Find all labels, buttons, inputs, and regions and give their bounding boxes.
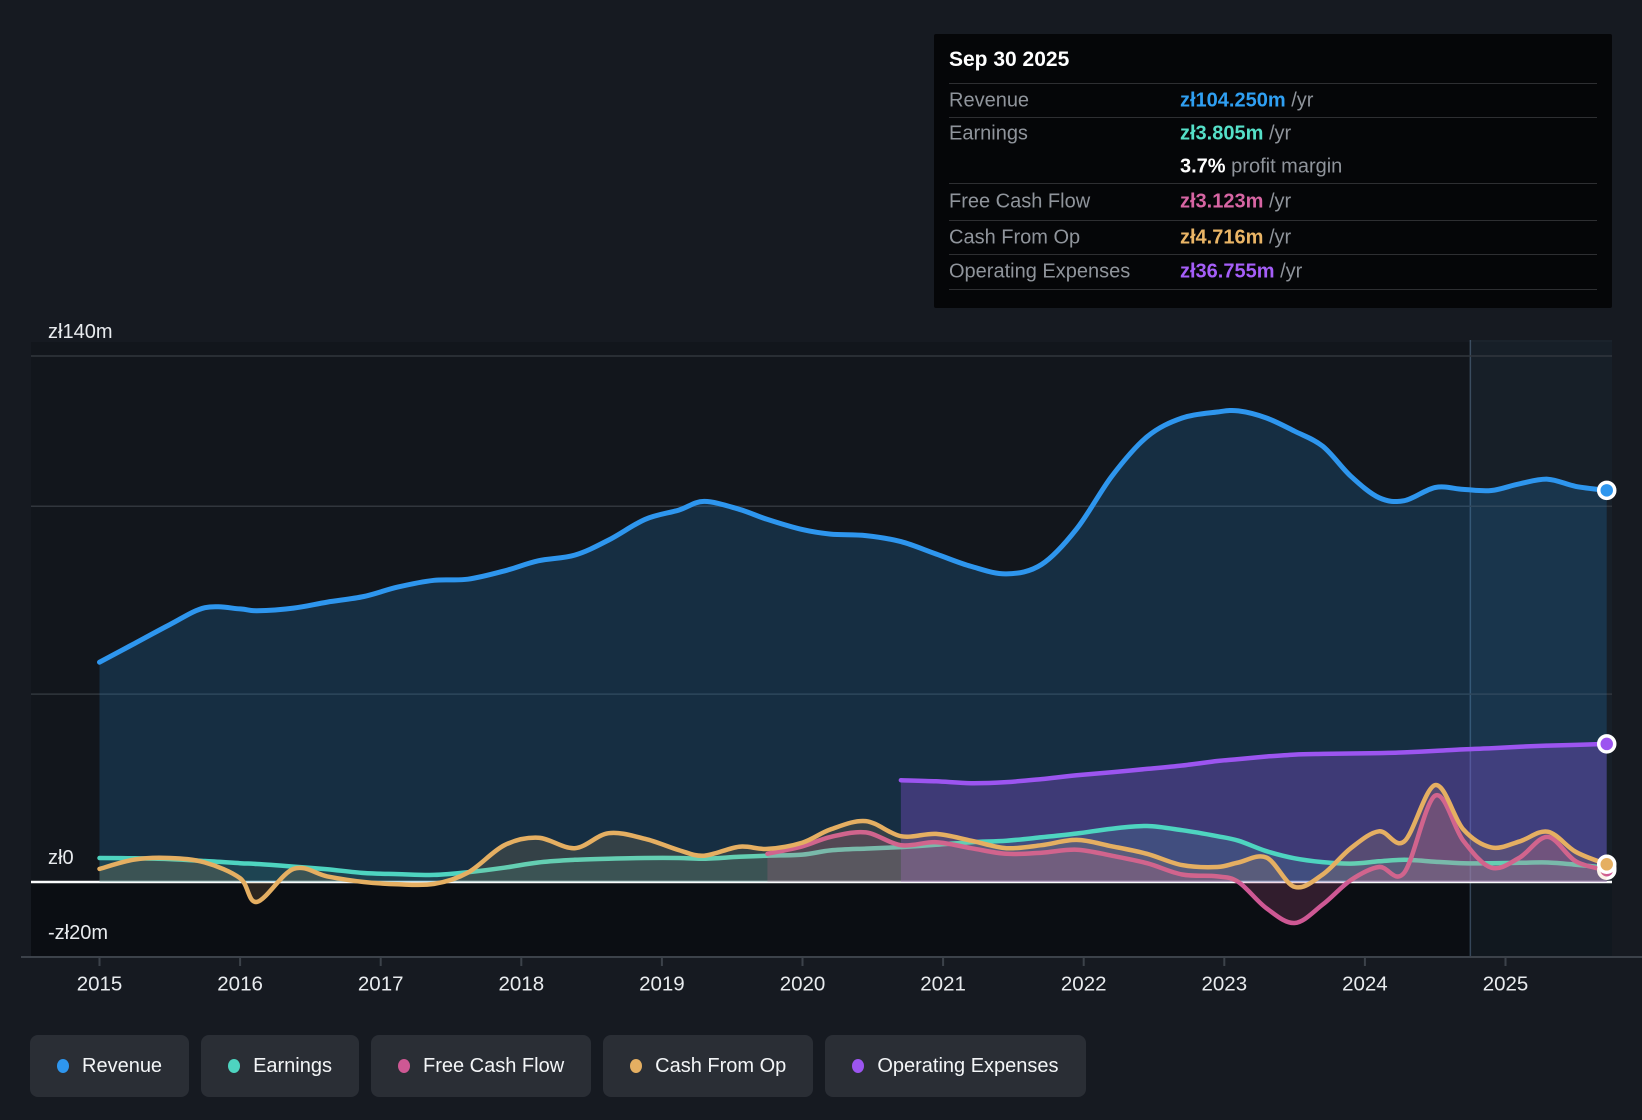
- tooltip-date: Sep 30 2025: [949, 48, 1070, 71]
- chart-legend: Revenue Earnings Free Cash Flow Cash From O…: [30, 1035, 1086, 1097]
- legend-dot-icon: [630, 1059, 643, 1073]
- legend-item-operating-expenses[interactable]: Operating Expenses: [825, 1035, 1086, 1097]
- legend-label: Revenue: [82, 1054, 163, 1077]
- area-free-cash-flow: [767, 795, 1607, 924]
- x-axis-label: 2016: [217, 972, 263, 995]
- x-axis-label: 2021: [920, 972, 966, 995]
- legend-dot-icon: [398, 1059, 410, 1073]
- line-operating-expenses: [898, 741, 1609, 786]
- line-cash-from-op: [97, 782, 1609, 905]
- x-axis-label: 2018: [498, 972, 544, 995]
- end-marker-revenue: [1596, 480, 1617, 501]
- tooltip-value: zł104.250m /yr: [1180, 89, 1314, 111]
- tooltip-label: Operating Expenses: [949, 260, 1131, 283]
- tooltip-value: zł36.755m /yr: [1180, 260, 1303, 283]
- recent-period-highlight: [1470, 340, 1612, 957]
- line-revenue: [97, 407, 1610, 665]
- tooltip-row-operating-expenses: Operating Expenses zł36.755m /yr: [949, 254, 1597, 290]
- profit-margin: 3.7% profit margin: [1180, 155, 1343, 177]
- x-axis-label: 2020: [780, 972, 826, 995]
- tooltip-row-free-cash-flow: Free Cash Flow zł3.123m /yr: [949, 183, 1597, 220]
- tooltip-row-revenue: Revenue zł104.250m /yr: [949, 83, 1597, 117]
- chart-tooltip: Sep 30 2025 Revenue zł104.250m /yr Earning…: [934, 34, 1612, 308]
- legend-item-earnings[interactable]: Earnings: [201, 1035, 359, 1097]
- y-axis-label: -zł20m: [48, 922, 108, 944]
- tooltip-value: zł3.123m /yr: [1180, 190, 1292, 213]
- legend-dot-icon: [228, 1059, 241, 1073]
- legend-label: Operating Expenses: [877, 1054, 1059, 1077]
- legend-label: Earnings: [253, 1054, 332, 1077]
- tooltip-row-cash-from-op: Cash From Op zł4.716m /yr: [949, 220, 1597, 254]
- legend-item-free-cash-flow[interactable]: Free Cash Flow: [371, 1035, 592, 1097]
- x-axis-label: 2022: [1061, 972, 1107, 995]
- y-axis-label: zł0: [48, 847, 74, 869]
- tooltip-label: Cash From Op: [949, 226, 1081, 248]
- area-operating-expenses: [900, 743, 1607, 882]
- tooltip-label: Earnings: [949, 122, 1028, 145]
- line-free-cash-flow: [765, 793, 1609, 926]
- tooltip-value: zł4.716m /yr: [1180, 226, 1292, 248]
- tooltip-label: Free Cash Flow: [949, 190, 1091, 213]
- x-axis-label: 2019: [639, 972, 685, 995]
- x-axis-label: 2015: [77, 972, 123, 995]
- below-zero-background: [31, 882, 1612, 957]
- x-axis-label: 2017: [358, 972, 404, 995]
- line-earnings: [97, 823, 1609, 878]
- legend-item-cash-from-op[interactable]: Cash From Op: [603, 1035, 814, 1097]
- legend-label: Cash From Op: [655, 1054, 787, 1077]
- x-axis-label: 2025: [1483, 972, 1529, 995]
- tooltip-row-profit-margin: 3.7% profit margin: [949, 150, 1597, 183]
- tooltip-label: Revenue: [949, 89, 1030, 111]
- plot-background: [31, 342, 1612, 882]
- legend-item-revenue[interactable]: Revenue: [30, 1035, 190, 1097]
- area-cash-from-op: [99, 785, 1607, 902]
- y-axis-label: zł140m: [48, 321, 112, 343]
- tooltip-rows: Revenue zł104.250m /yr Earnings zł3.805m /y…: [934, 83, 1612, 290]
- tooltip-row-earnings: Earnings zł3.805m /yr: [949, 117, 1597, 150]
- tooltip-value: zł3.805m /yr: [1180, 122, 1292, 145]
- legend-label: Free Cash Flow: [423, 1054, 565, 1077]
- end-marker-operating-expenses: [1596, 734, 1617, 754]
- legend-dot-icon: [57, 1059, 69, 1073]
- x-axis-label: 2023: [1201, 972, 1247, 995]
- area-revenue: [99, 410, 1607, 882]
- x-axis-label: 2024: [1342, 972, 1388, 995]
- end-marker-cash-from-op: [1596, 854, 1617, 875]
- legend-dot-icon: [852, 1059, 865, 1073]
